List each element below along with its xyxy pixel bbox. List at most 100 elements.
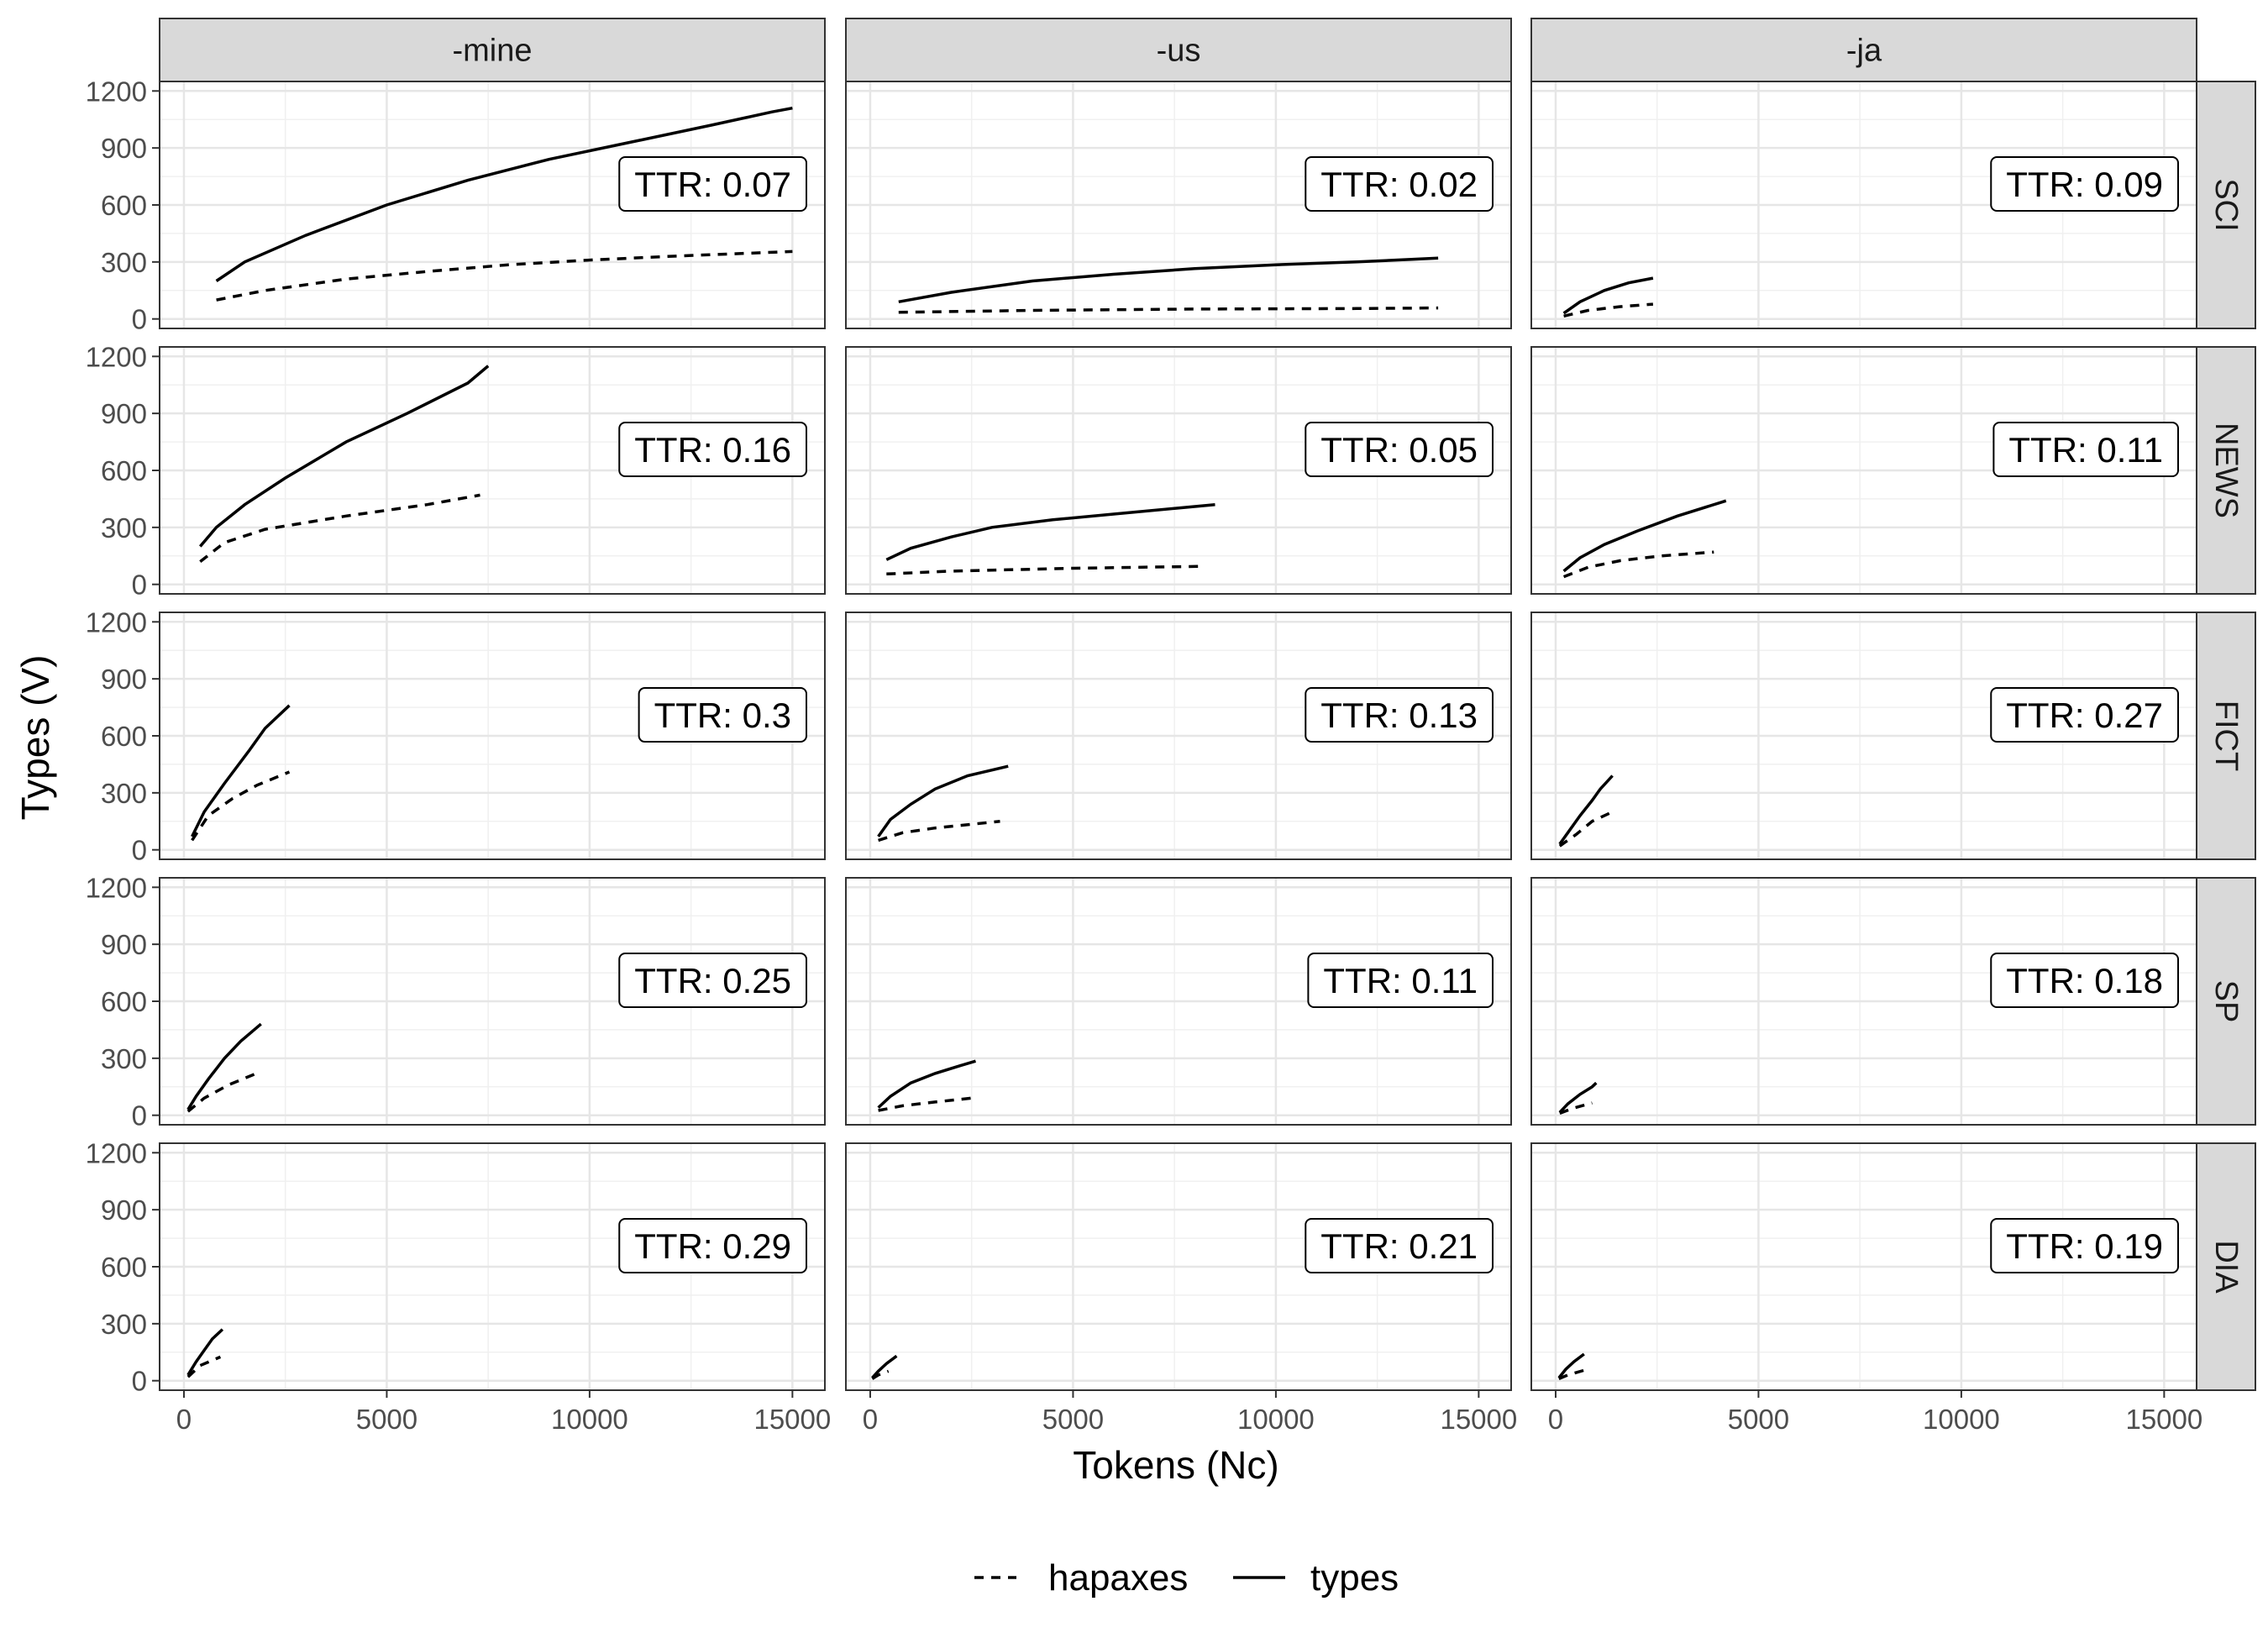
panel-4-0 — [159, 1142, 826, 1391]
ttr-label-box-0 — [618, 156, 807, 212]
ttr-label-box-13 — [1305, 1218, 1494, 1273]
ttr-label-10: TTR: 0.11 — [1323, 961, 1478, 1000]
series-hapaxes-line-11 — [1559, 1101, 1593, 1116]
series-types-line-7 — [877, 764, 1009, 837]
series-hapaxes-line-9 — [186, 1070, 262, 1113]
x-tick-label: 10000 — [1923, 1404, 2000, 1435]
series-types-line-9 — [186, 1022, 262, 1110]
x-tick-label: 15000 — [2125, 1404, 2202, 1435]
row-strip-label-4: DIA — [2208, 1240, 2244, 1294]
series-hapaxes-line-8 — [1558, 810, 1614, 848]
y-tick-label: 1200 — [86, 606, 147, 638]
series-hapaxes-line-5 — [1562, 550, 1714, 579]
series-types-line-2 — [1562, 276, 1654, 315]
ttr-label-7: TTR: 0.13 — [1320, 696, 1478, 735]
panel-border — [845, 877, 1512, 1126]
series-types-line-10 — [877, 1059, 976, 1109]
series-types-line-0 — [215, 106, 793, 282]
y-tick-label: 300 — [101, 1309, 147, 1340]
ttr-label-box-11 — [1990, 953, 2179, 1008]
series-types-line-1 — [898, 256, 1439, 304]
panel-border — [845, 612, 1512, 860]
y-tick-label: 1200 — [86, 341, 147, 372]
x-tick-label: 15000 — [1440, 1404, 1517, 1435]
legend: hapaxes types — [974, 1557, 1399, 1599]
series-types-line-13 — [871, 1354, 898, 1379]
series-hapaxes-line-0 — [216, 249, 793, 302]
ttr-label-box-2 — [1990, 156, 2179, 212]
series-types-line-4 — [885, 502, 1215, 561]
column-strip-2 — [1530, 18, 2197, 82]
ttr-label-box-7 — [1305, 687, 1494, 743]
y-tick-label: 0 — [132, 570, 147, 601]
y-axis-title: Types (V) — [13, 655, 57, 821]
panel-1-2 — [1530, 346, 2197, 595]
ttr-label-box-3 — [618, 422, 807, 477]
row-strip-label-0: SCI — [2208, 178, 2244, 231]
legend-types-label: types — [1310, 1557, 1399, 1599]
ttr-label-6: TTR: 0.3 — [654, 696, 791, 735]
y-tick-label: 900 — [101, 929, 147, 960]
column-strip-label-0: -mine — [452, 34, 532, 69]
ttr-label-11: TTR: 0.18 — [2006, 961, 2163, 1000]
series-types-line-12 — [186, 1328, 224, 1376]
column-strip-0 — [159, 18, 826, 82]
row-strip-0 — [2196, 81, 2256, 329]
ttr-label-8: TTR: 0.27 — [2006, 696, 2163, 735]
y-tick-label: 900 — [101, 664, 147, 695]
ttr-label-5: TTR: 0.11 — [2008, 430, 2163, 470]
x-tick-label: 10000 — [1237, 1404, 1315, 1435]
y-tick-label: 900 — [101, 398, 147, 429]
ttr-label-14: TTR: 0.19 — [2006, 1226, 2163, 1266]
panel-border — [845, 346, 1512, 595]
y-tick-label: 300 — [101, 247, 147, 278]
series-types-line-6 — [191, 704, 291, 837]
y-tick-label: 0 — [132, 304, 147, 335]
legend-hapaxes-label: hapaxes — [1048, 1557, 1188, 1599]
series-hapaxes-line-12 — [186, 1355, 222, 1378]
y-tick-label: 1200 — [86, 1137, 147, 1168]
x-tick-label: 0 — [1548, 1404, 1563, 1435]
series-hapaxes-line-4 — [886, 564, 1204, 576]
y-tick-label: 600 — [101, 455, 147, 486]
column-strip-label-2: -ja — [1846, 34, 1882, 69]
panels-layer: -mine -us -ja SCI NEWS FICT SP DIA 0 300 600 900 120… — [86, 18, 2256, 1435]
x-tick-label: 0 — [863, 1404, 878, 1435]
ttr-label-0: TTR: 0.07 — [634, 165, 791, 204]
row-strip-label-3: SP — [2208, 980, 2244, 1023]
series-hapaxes-line-2 — [1563, 302, 1654, 318]
ttr-label-9: TTR: 0.25 — [634, 961, 791, 1000]
series-types-line-11 — [1558, 1081, 1598, 1114]
ttr-label-box-4 — [1305, 422, 1494, 477]
y-tick-label: 300 — [101, 512, 147, 543]
panel-border — [1530, 612, 2197, 860]
column-strip-1 — [845, 18, 1512, 82]
series-types-line-3 — [198, 365, 490, 548]
x-tick-label: 10000 — [551, 1404, 628, 1435]
panel-border — [1530, 81, 2197, 329]
y-tick-label: 0 — [132, 1366, 147, 1397]
ttr-label-2: TTR: 0.09 — [2006, 165, 2163, 204]
x-tick-label: 0 — [176, 1404, 192, 1435]
y-tick-label: 300 — [101, 778, 147, 809]
y-tick-label: 0 — [132, 835, 147, 866]
y-tick-label: 600 — [101, 721, 147, 752]
x-tick-label: 5000 — [1728, 1404, 1789, 1435]
panel-border — [845, 1142, 1512, 1391]
ttr-label-box-14 — [1990, 1218, 2179, 1273]
series-hapaxes-line-10 — [878, 1096, 972, 1112]
ttr-label-box-9 — [618, 953, 807, 1008]
series-hapaxes-line-3 — [199, 493, 480, 563]
row-strip-3 — [2196, 877, 2256, 1126]
ttr-label-box-6 — [638, 687, 807, 743]
x-axis-title: Tokens (Nc) — [1073, 1443, 1278, 1487]
y-tick-label: 600 — [101, 1252, 147, 1283]
panel-border — [1530, 346, 2197, 595]
series-types-line-5 — [1562, 499, 1727, 573]
y-tick-label: 300 — [101, 1043, 147, 1074]
column-strip-label-1: -us — [1157, 34, 1201, 69]
ttr-label-4: TTR: 0.05 — [1320, 430, 1478, 470]
row-strip-label-2: FICT — [2208, 701, 2244, 771]
y-tick-label: 600 — [101, 190, 147, 221]
